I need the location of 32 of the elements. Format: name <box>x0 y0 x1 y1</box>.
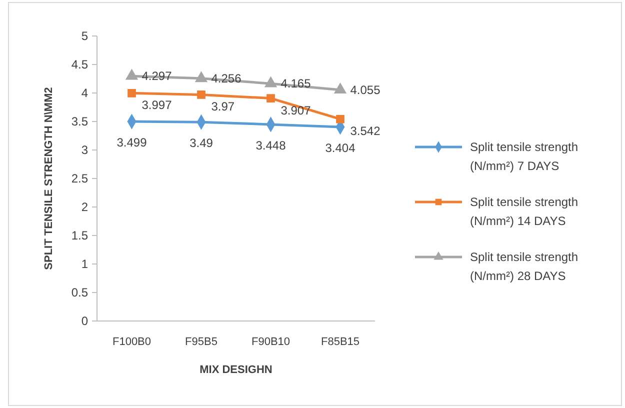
data-label: 4.297 <box>142 69 172 84</box>
data-label: 4.055 <box>350 82 381 97</box>
data-label: 3.542 <box>350 124 381 138</box>
y-tick-label: 2.5 <box>71 172 88 186</box>
data-label: 3.97 <box>211 100 235 114</box>
x-tick-label: F95B5 <box>185 336 218 348</box>
x-axis-title: MIX DESIGHN <box>200 364 272 376</box>
y-tick-label: 2 <box>81 200 88 214</box>
y-tick-label: 0.5 <box>71 286 88 300</box>
data-label: 4.256 <box>211 71 242 86</box>
y-tick-label: 5 <box>81 29 88 43</box>
data-label: 3.49 <box>190 136 214 150</box>
legend-label: Split tensile strength (N/mm²) 7 DAYS <box>470 140 578 173</box>
data-label: 3.404 <box>325 140 356 155</box>
data-label: 4.165 <box>280 76 312 91</box>
y-tick-label: 4.5 <box>71 58 88 72</box>
x-tick-label: F100B0 <box>112 336 152 348</box>
x-tick-label: F90B10 <box>251 336 290 348</box>
x-tick-label: F85B15 <box>320 336 360 348</box>
legend-label: Split tensile strength (N/mm²) 28 DAYS <box>470 250 578 283</box>
data-label: 3.499 <box>116 136 148 150</box>
legend-label: Split tensile strength (N/mm²) 14 DAYS <box>470 195 578 228</box>
y-tick-label: 3 <box>81 143 88 157</box>
y-tick-label: 1.5 <box>71 228 88 242</box>
y-tick-label: 1 <box>81 257 88 271</box>
y-axis-title: SPLIT TENSILE STRENGTH N\MM2 <box>43 87 55 270</box>
y-tick-label: 3.5 <box>71 114 88 128</box>
data-label: 3.997 <box>142 98 172 112</box>
data-label: 3.448 <box>256 138 286 152</box>
y-tick-label: 4 <box>81 86 88 100</box>
data-label: 3.907 <box>280 103 312 118</box>
y-tick-label: 0 <box>81 314 88 328</box>
